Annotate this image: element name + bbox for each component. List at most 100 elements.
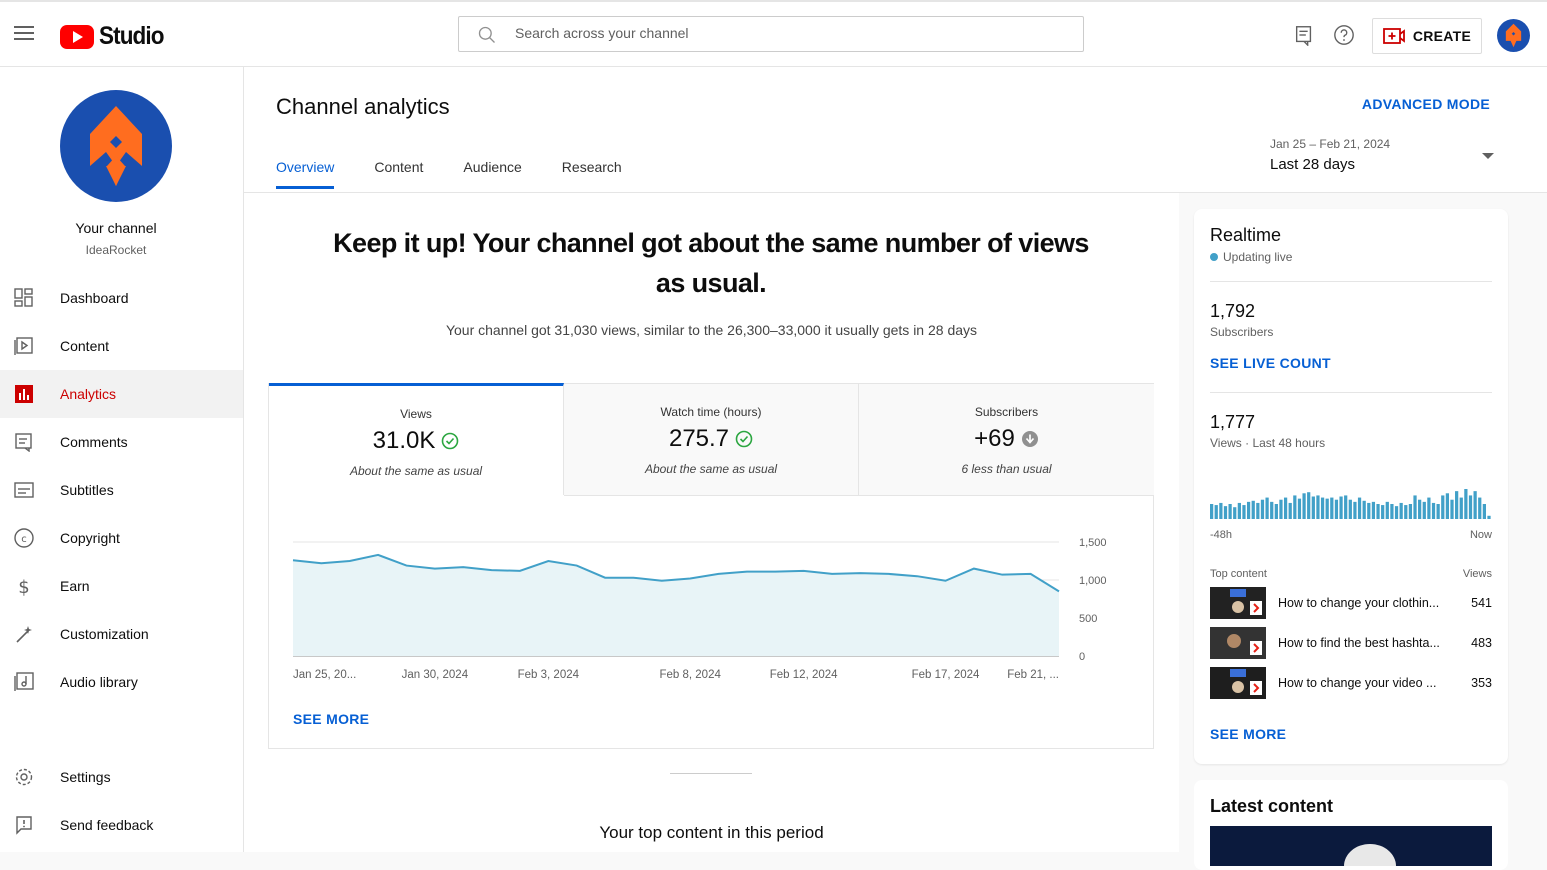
- realtime-bar: [1376, 504, 1380, 519]
- sidebar-item-send-feedback[interactable]: Send feedback: [0, 801, 243, 849]
- x-tick-label: Feb 8, 2024: [659, 669, 721, 681]
- realtime-bar: [1334, 499, 1339, 519]
- rocket-logo-icon: [1505, 23, 1522, 48]
- y-tick-label: 1,000: [1079, 575, 1107, 587]
- live-dot-icon: [1210, 253, 1218, 261]
- sidebar-item-label: Dashboard: [60, 290, 129, 306]
- sidebar-item-copyright[interactable]: c Copyright: [0, 514, 243, 562]
- realtime-bar: [1487, 515, 1491, 519]
- realtime-bar: [1260, 499, 1265, 519]
- realtime-bar: [1214, 505, 1218, 519]
- metric-value: +69: [974, 425, 1015, 452]
- help-icon[interactable]: [1333, 24, 1355, 46]
- top-content-title: How to find the best hashta...: [1278, 636, 1440, 650]
- sidebar-item-settings[interactable]: Settings: [0, 753, 243, 801]
- top-content-row[interactable]: How to change your video ... 353: [1210, 667, 1492, 699]
- advanced-mode-button[interactable]: ADVANCED MODE: [1361, 96, 1490, 112]
- top-content-title: How to change your video ...: [1278, 676, 1437, 690]
- realtime-bar: [1246, 501, 1251, 519]
- realtime-bar: [1459, 497, 1463, 519]
- realtime-bar: [1418, 499, 1422, 519]
- metric-note: 6 less than usual: [961, 462, 1052, 476]
- metric-tab-watch-time[interactable]: Watch time (hours) 275.7 About the same …: [564, 384, 859, 496]
- youtube-logo-icon: [60, 24, 94, 49]
- metric-value: 31.0K: [372, 427, 436, 454]
- metric-tab-subscribers[interactable]: Subscribers +69 6 less than usual: [859, 384, 1154, 496]
- metric-value: 275.7: [668, 425, 730, 452]
- tab-research[interactable]: Research: [561, 159, 622, 175]
- studio-logo[interactable]: Studio: [60, 22, 171, 51]
- notes-icon[interactable]: [1293, 24, 1315, 46]
- axis-start: -48h: [1210, 529, 1233, 541]
- insight-headline: Keep it up! Your channel got about the s…: [333, 228, 1089, 298]
- see-more-button[interactable]: SEE MORE: [1210, 726, 1287, 742]
- menu-icon[interactable]: [14, 26, 34, 40]
- realtime-bar: [1251, 500, 1255, 519]
- earn-icon: $: [18, 577, 29, 596]
- sidebar-item-content[interactable]: Content: [0, 322, 243, 370]
- realtime-bar: [1441, 495, 1445, 519]
- check-circle-icon: [442, 432, 459, 450]
- realtime-bar: [1233, 507, 1237, 519]
- sidebar-item-customization[interactable]: Customization: [0, 610, 243, 658]
- realtime-bar: [1219, 502, 1223, 519]
- sidebar-item-comments[interactable]: Comments: [0, 418, 243, 466]
- realtime-bar: [1436, 504, 1440, 519]
- search-input[interactable]: [515, 25, 1015, 41]
- channel-avatar[interactable]: [60, 90, 172, 202]
- metric-label: Subscribers: [974, 405, 1039, 419]
- realtime-bar: [1445, 493, 1450, 519]
- account-avatar[interactable]: [1497, 19, 1530, 52]
- channel-name: IdeaRocket: [85, 243, 147, 257]
- realtime-bar: [1482, 504, 1486, 519]
- metric-tab-views[interactable]: Views 31.0K About the same as usual: [269, 383, 564, 495]
- top-content-row[interactable]: How to find the best hashta... 483: [1210, 627, 1492, 659]
- realtime-bar: [1307, 492, 1311, 519]
- x-tick-label: Jan 25, 20...: [293, 669, 356, 681]
- metric-note: About the same as usual: [349, 464, 483, 478]
- views-column-label: Views: [1462, 568, 1492, 580]
- realtime-bar: [1279, 499, 1283, 519]
- views-label: Views · Last 48 hours: [1210, 436, 1326, 450]
- date-range: Jan 25 – Feb 21, 2024: [1270, 137, 1391, 151]
- tab-content[interactable]: Content: [374, 159, 424, 175]
- top-content-row[interactable]: How to change your clothin... 541: [1210, 587, 1492, 619]
- latest-video-thumbnail[interactable]: [1210, 826, 1492, 866]
- right-column: Realtime Updating live 1,792 Subscribers…: [1179, 193, 1547, 870]
- page-title: Channel analytics: [276, 94, 450, 119]
- sidebar-item-analytics[interactable]: Analytics: [0, 370, 243, 418]
- create-label: CREATE: [1412, 28, 1472, 44]
- search-box[interactable]: [458, 16, 1084, 52]
- sidebar-item-earn[interactable]: $ Earn: [0, 562, 243, 610]
- sidebar-item-label: Analytics: [60, 386, 117, 402]
- realtime-bar: [1270, 501, 1274, 519]
- see-live-count-button[interactable]: SEE LIVE COUNT: [1210, 355, 1331, 371]
- x-tick-label: Feb 17, 2024: [912, 669, 980, 681]
- realtime-bar: [1228, 504, 1232, 519]
- realtime-bar: [1344, 495, 1348, 519]
- create-video-icon: [1382, 28, 1405, 44]
- see-more-button[interactable]: SEE MORE: [293, 711, 370, 727]
- date-range-picker[interactable]: Jan 25 – Feb 21, 2024 Last 28 days: [1270, 137, 1494, 173]
- top-content-title: How to change your clothin...: [1278, 596, 1440, 610]
- sidebar-item-subtitles[interactable]: Subtitles: [0, 466, 243, 514]
- tab-overview[interactable]: Overview: [276, 159, 335, 189]
- analytics-icon: [15, 385, 33, 403]
- customization-icon: [16, 626, 32, 643]
- sidebar-item-dashboard[interactable]: Dashboard: [0, 274, 243, 322]
- realtime-bar: [1320, 497, 1325, 519]
- content-icon: [14, 337, 33, 355]
- subscriber-count: 1,792: [1210, 301, 1256, 321]
- sidebar-item-label: Earn: [60, 578, 90, 594]
- metric-value-row: +69: [859, 425, 1154, 453]
- realtime-bar: [1237, 502, 1241, 519]
- rocket-logo-icon: [90, 106, 142, 186]
- sidebar-item-audio-library[interactable]: Audio library: [0, 658, 243, 706]
- views-line: [292, 553, 1060, 593]
- realtime-bar: [1348, 499, 1352, 519]
- realtime-bar: [1311, 496, 1315, 519]
- feedback-icon: [16, 816, 32, 835]
- x-tick-label: Feb 12, 2024: [770, 669, 838, 681]
- create-button[interactable]: CREATE: [1372, 18, 1482, 54]
- tab-audience[interactable]: Audience: [463, 159, 522, 175]
